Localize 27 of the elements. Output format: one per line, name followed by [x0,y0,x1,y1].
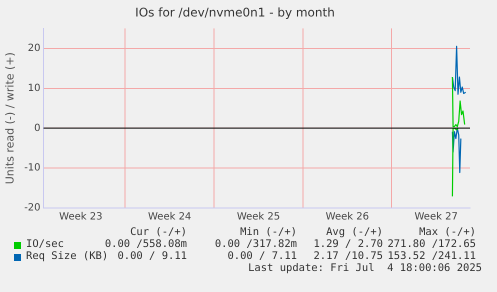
text: Cur (-/+) [130,226,187,238]
legend-label: Req Size (KB) [26,250,108,262]
y-tick-label: -10 [24,162,41,174]
text: 0.00 / 9.11 [117,250,187,262]
x-tick-label: Week 26 [326,212,369,223]
text: Max (-/+) [419,226,476,238]
text: 153.52 /241.11 [387,250,476,262]
text: 0.00 /558.08m [104,238,187,250]
x-tick-label: Week 23 [59,212,102,223]
y-axis-title: Units read (-) / write (+) [3,52,16,184]
y-tick-label: 0 [34,122,41,134]
y-tick-label: 20 [28,42,41,54]
text: 271.80 /172.65 [387,238,476,250]
text: Min (-/+) [240,226,297,238]
y-tick-label: -20 [24,202,41,214]
x-tick-label: Week 24 [148,212,192,223]
text: Last update: Fri Jul 4 18:00:06 2025 [248,262,482,274]
y-tick-label: 10 [28,82,41,94]
text: 2.17 /10.75 [313,250,383,262]
x-tick-label: Week 27 [414,212,458,223]
text: Avg (-/+) [326,226,383,238]
x-tick-label: Week 25 [236,212,280,223]
text: 0.00 / 7.11 [227,250,297,262]
text: 1.29 / 2.70 [313,238,383,250]
chart-title: IOs for /dev/nvme0n1 - by month [135,5,335,20]
legend-label: IO/sec [26,238,64,250]
text: 0.00 /317.82m [214,238,297,250]
